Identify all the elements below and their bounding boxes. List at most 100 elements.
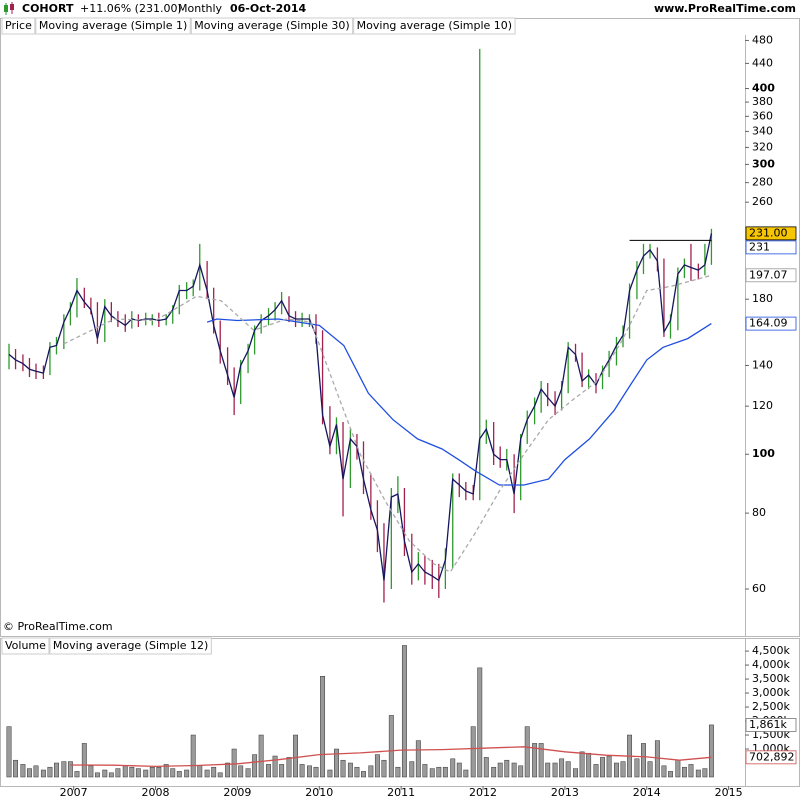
y-tick-label: 120 xyxy=(752,399,773,412)
value-tag-label: 197.07 xyxy=(749,268,788,281)
volume-bar xyxy=(688,764,694,778)
x-tick-label: 2007 xyxy=(60,786,88,799)
symbol: COHORT xyxy=(22,2,74,15)
y-tick-label: 3,000k xyxy=(752,686,790,699)
legend-label: Moving average (Simple 10) xyxy=(357,19,512,32)
volume-bar xyxy=(470,726,476,778)
volume-bar xyxy=(483,757,489,778)
legend-label: Moving average (Simple 30) xyxy=(194,19,349,32)
volume-bar xyxy=(143,769,149,778)
app-icon xyxy=(4,2,14,15)
volume-bar xyxy=(361,771,366,778)
volume-bar xyxy=(170,768,176,778)
legend-label: Price xyxy=(5,19,32,32)
volume-bar xyxy=(573,768,578,778)
y-tick-label: 280 xyxy=(752,176,773,189)
volume-bar xyxy=(436,766,442,778)
y-tick-label: 320 xyxy=(752,140,773,153)
volume-bar xyxy=(477,667,483,778)
legend-box xyxy=(190,17,354,35)
volume-bar xyxy=(634,758,640,778)
value-tag-label: 1,861k xyxy=(749,718,787,731)
volume-bar xyxy=(586,752,592,778)
legend-box xyxy=(1,17,36,35)
y-tick-label: 400 xyxy=(752,82,775,95)
volume-bar xyxy=(307,765,312,778)
y-tick-label: 100 xyxy=(752,447,775,460)
y-tick-label: 180 xyxy=(752,292,773,305)
volume-bar xyxy=(504,759,510,778)
volume-bar xyxy=(13,759,19,778)
volume-bar xyxy=(163,764,169,778)
volume-bar xyxy=(614,762,619,778)
y-tick-label: 260 xyxy=(752,195,773,208)
period: Monthly xyxy=(178,2,223,15)
x-tick-label: 2013 xyxy=(551,786,579,799)
value-tag-label: 231.00 xyxy=(749,226,788,239)
volume-bar xyxy=(552,762,558,778)
volume-bar xyxy=(702,768,708,778)
volume-bar xyxy=(217,772,223,778)
volume-bar xyxy=(231,748,237,778)
volume-bar xyxy=(54,762,59,778)
volume-bar xyxy=(654,740,660,778)
volume-bar xyxy=(606,755,612,778)
volume-bar xyxy=(347,762,353,778)
volume-bar xyxy=(266,764,271,778)
x-tick-label: 2009 xyxy=(223,786,251,799)
volume-bar xyxy=(258,734,264,778)
volume-bar xyxy=(641,743,646,778)
volume-bar xyxy=(176,771,182,778)
y-tick-label: 340 xyxy=(752,124,773,137)
volume-bar xyxy=(47,766,53,778)
volume-bar xyxy=(102,769,108,778)
y-tick-label: 60 xyxy=(752,582,766,595)
volume-bar xyxy=(245,768,251,778)
legend-label: Moving average (Simple 1) xyxy=(39,19,187,32)
volume-bar xyxy=(156,766,162,778)
volume-bar xyxy=(313,766,319,778)
volume-bar xyxy=(354,766,360,778)
value-tag xyxy=(745,240,797,255)
value-tag-label: 231 xyxy=(749,240,770,253)
volume-bar xyxy=(647,761,653,778)
change: +11.06% (231.00) xyxy=(80,2,182,15)
volume-bar xyxy=(67,761,73,778)
volume-bar xyxy=(661,765,667,778)
volume-bar xyxy=(108,772,114,778)
legend-label: Moving average (Simple 12) xyxy=(53,639,208,652)
volume-bar xyxy=(197,765,203,778)
volume-bar xyxy=(374,754,380,778)
volume-bar xyxy=(88,765,94,778)
value-tag xyxy=(745,268,797,283)
volume-bar xyxy=(456,762,462,778)
volume-bar xyxy=(463,769,469,778)
volume-bar xyxy=(450,758,456,778)
value-tag-label: 702,892 xyxy=(749,750,795,763)
volume-bar xyxy=(593,764,599,778)
y-tick-label: 360 xyxy=(752,109,773,122)
date: 06-Oct-2014 xyxy=(230,2,307,15)
volume-bar xyxy=(33,765,39,778)
volume-bar xyxy=(681,766,687,778)
volume-bar xyxy=(388,715,394,778)
y-tick-label: 4,000k xyxy=(752,658,790,671)
volume-bar xyxy=(211,766,217,778)
volume-bar xyxy=(518,765,524,778)
volume-bar xyxy=(286,757,292,778)
value-tag-label: 164.09 xyxy=(749,317,788,330)
volume-bar xyxy=(422,764,428,778)
volume-bar xyxy=(340,759,346,778)
volume-bar xyxy=(115,768,121,778)
volume-bar xyxy=(27,768,32,778)
y-tick-label: 300 xyxy=(752,157,775,170)
volume-bar xyxy=(538,743,544,778)
x-tick-label: 2008 xyxy=(142,786,170,799)
legend-box xyxy=(1,637,50,655)
x-tick-label: 2014 xyxy=(633,786,661,799)
volume-bar xyxy=(225,762,231,778)
volume-bar xyxy=(708,724,714,778)
volume-bar xyxy=(695,769,701,778)
volume-bar xyxy=(415,740,421,778)
